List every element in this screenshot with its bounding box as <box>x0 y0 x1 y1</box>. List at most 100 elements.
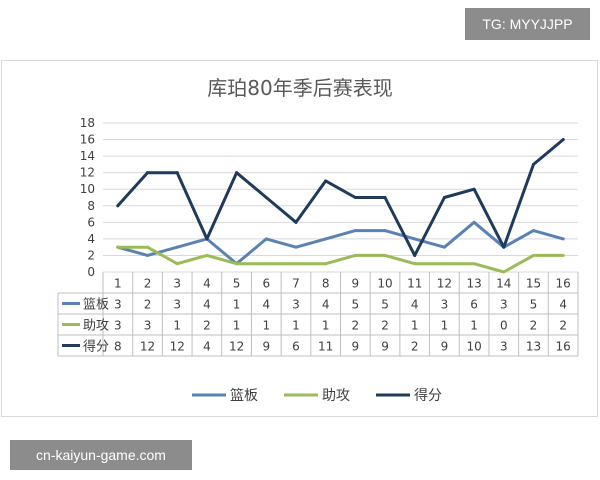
data-label: 4 <box>203 340 211 354</box>
data-point <box>235 262 239 266</box>
data-label: 12 <box>140 340 155 354</box>
data-point <box>235 171 239 175</box>
data-point <box>264 196 268 199</box>
data-point <box>413 262 417 266</box>
data-label: 4 <box>203 298 211 312</box>
data-label: 9 <box>352 340 360 354</box>
y-tick-label: 0 <box>87 265 95 279</box>
data-label: 1 <box>411 319 419 333</box>
data-point <box>472 220 476 224</box>
x-tick-label: 15 <box>526 277 541 291</box>
y-tick-label: 12 <box>80 166 95 180</box>
legend-label: 助攻 <box>322 388 350 404</box>
x-tick-label: 14 <box>496 277 511 291</box>
y-tick-label: 18 <box>80 116 95 130</box>
data-label: 9 <box>381 340 389 354</box>
watermark-top: TG: MYYJJPP <box>465 8 590 40</box>
data-point <box>294 220 298 224</box>
data-point <box>264 237 268 241</box>
data-point <box>294 245 298 249</box>
data-point <box>531 229 535 233</box>
data-label: 3 <box>173 298 181 312</box>
x-tick-label: 11 <box>407 277 422 291</box>
data-point <box>472 262 476 266</box>
data-point <box>561 237 565 241</box>
data-point <box>413 237 417 241</box>
x-tick-label: 5 <box>233 277 241 291</box>
data-label: 3 <box>114 298 122 312</box>
data-label: 11 <box>318 340 333 354</box>
x-tick-label: 1 <box>114 277 122 291</box>
x-tick-label: 2 <box>144 277 152 291</box>
data-label: 2 <box>352 319 360 333</box>
data-label: 1 <box>233 319 241 333</box>
data-label: 16 <box>556 340 571 354</box>
y-tick-label: 2 <box>87 248 95 262</box>
data-point <box>324 179 328 183</box>
data-point <box>116 204 120 208</box>
y-tick-label: 4 <box>87 232 95 246</box>
series-line <box>116 245 565 274</box>
data-point <box>413 253 417 257</box>
data-label: 3 <box>500 298 508 312</box>
y-tick-label: 10 <box>80 182 95 196</box>
data-label: 3 <box>114 319 122 333</box>
data-label: 2 <box>144 298 152 312</box>
data-point <box>205 237 209 241</box>
data-point <box>175 245 179 249</box>
data-label: 4 <box>411 298 419 312</box>
data-label: 6 <box>470 298 478 312</box>
x-tick-label: 9 <box>352 277 360 291</box>
data-label: 6 <box>292 340 300 354</box>
y-tick-label: 8 <box>87 199 95 213</box>
data-point <box>383 229 387 233</box>
data-point <box>353 229 357 233</box>
data-label: 10 <box>466 340 481 354</box>
data-label: 1 <box>262 319 270 333</box>
data-label: 3 <box>500 340 508 354</box>
data-point <box>442 262 446 266</box>
data-point <box>472 187 476 191</box>
y-tick-label: 16 <box>80 133 95 147</box>
table-series-name: 篮板 <box>83 298 109 313</box>
data-label: 1 <box>233 298 241 312</box>
data-point <box>531 162 535 166</box>
data-point <box>531 253 535 257</box>
x-tick-label: 13 <box>466 277 481 291</box>
data-label: 2 <box>411 340 419 354</box>
x-tick-label: 4 <box>203 277 211 291</box>
table-series-name: 得分 <box>83 339 109 355</box>
data-label: 2 <box>381 319 389 333</box>
data-label: 12 <box>229 340 244 354</box>
data-label: 13 <box>526 340 541 354</box>
series-line <box>116 220 565 266</box>
data-label: 4 <box>559 298 567 312</box>
data-label: 2 <box>530 319 538 333</box>
x-tick-label: 10 <box>377 277 392 291</box>
x-tick-label: 12 <box>437 277 452 291</box>
series-line <box>116 138 565 257</box>
data-point <box>442 245 446 249</box>
data-point <box>502 270 506 274</box>
data-point <box>353 196 357 199</box>
data-label: 3 <box>144 319 152 333</box>
data-label: 9 <box>262 340 270 354</box>
chart-title: 库珀80年季后赛表现 <box>207 76 392 100</box>
data-point <box>175 262 179 266</box>
data-point <box>146 245 150 249</box>
data-label: 5 <box>530 298 538 312</box>
data-label: 1 <box>173 319 181 333</box>
data-label: 3 <box>441 298 449 312</box>
data-label: 1 <box>441 319 449 333</box>
legend-label: 篮板 <box>230 388 258 404</box>
data-point <box>294 262 298 266</box>
data-point <box>383 196 387 199</box>
data-label: 8 <box>114 340 122 354</box>
y-tick-label: 6 <box>87 215 95 229</box>
data-point <box>324 262 328 266</box>
data-point <box>205 253 209 257</box>
data-label: 4 <box>322 298 330 312</box>
data-point <box>264 262 268 266</box>
data-label: 9 <box>441 340 449 354</box>
